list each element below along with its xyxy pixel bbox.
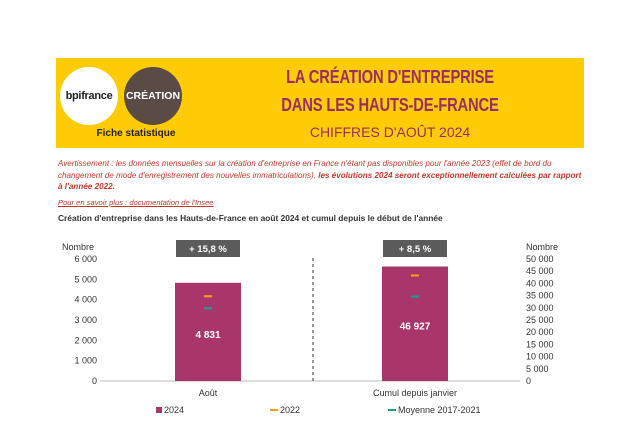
warning-notice: Avertissement : les données mensuelles s… bbox=[58, 159, 582, 191]
left-tick-label: 0 bbox=[92, 376, 97, 386]
change-badge-label: + 15,8 % bbox=[189, 244, 227, 255]
bar-2024 bbox=[175, 282, 241, 381]
title-line-1: LA CRÉATION D'ENTREPRISE bbox=[286, 67, 494, 87]
right-tick-label: 0 bbox=[526, 376, 531, 386]
right-tick-label: 40 000 bbox=[526, 278, 554, 288]
legend-label: 2024 bbox=[164, 405, 184, 415]
left-tick-label: 2 000 bbox=[74, 335, 97, 345]
title-line-2: DANS LES HAUTS-DE-FRANCE bbox=[281, 95, 499, 115]
change-badge bbox=[383, 240, 447, 257]
change-badge bbox=[176, 240, 240, 257]
creation-logo: CRÉATION bbox=[124, 67, 182, 125]
legend-swatch-2024 bbox=[156, 407, 162, 413]
left-tick-label: 4 000 bbox=[74, 295, 97, 305]
fiche-label: Fiche statistique bbox=[96, 128, 176, 139]
legend-label: Moyenne 2017-2021 bbox=[398, 405, 481, 415]
right-tick-label: 10 000 bbox=[526, 352, 554, 362]
bar-value-label: 4 831 bbox=[195, 330, 220, 341]
right-tick-label: 30 000 bbox=[526, 303, 554, 313]
right-tick-label: 20 000 bbox=[526, 327, 554, 337]
left-tick-label: 3 000 bbox=[74, 315, 97, 325]
legend-label: 2022 bbox=[280, 405, 300, 415]
left-tick-label: 5 000 bbox=[74, 274, 97, 284]
title-line-3: CHIFFRES D'AOÛT 2024 bbox=[309, 124, 471, 140]
right-tick-label: 15 000 bbox=[526, 339, 554, 349]
insee-doc-link[interactable]: Pour en savoir plus : documentation de l… bbox=[58, 198, 214, 207]
right-tick-label: 25 000 bbox=[526, 315, 554, 325]
bar-value-label: 46 927 bbox=[400, 322, 431, 333]
left-tick-label: 6 000 bbox=[74, 254, 97, 264]
right-tick-label: 35 000 bbox=[526, 291, 554, 301]
left-axis-label: Nombre bbox=[62, 242, 94, 252]
category-label: Août bbox=[199, 388, 218, 398]
category-label: Cumul depuis janvier bbox=[373, 388, 457, 398]
bpifrance-logo: bpifrance bbox=[60, 67, 118, 125]
bar-2024 bbox=[382, 266, 448, 381]
right-tick-label: 50 000 bbox=[526, 254, 554, 264]
right-tick-label: 5 000 bbox=[526, 364, 549, 374]
left-tick-label: 1 000 bbox=[74, 356, 97, 366]
chart-title: Création d'entreprise dans les Hauts-de-… bbox=[58, 213, 443, 223]
change-badge-label: + 8,5 % bbox=[399, 244, 432, 255]
right-tick-label: 45 000 bbox=[526, 266, 554, 276]
right-axis-label: Nombre bbox=[526, 242, 558, 252]
